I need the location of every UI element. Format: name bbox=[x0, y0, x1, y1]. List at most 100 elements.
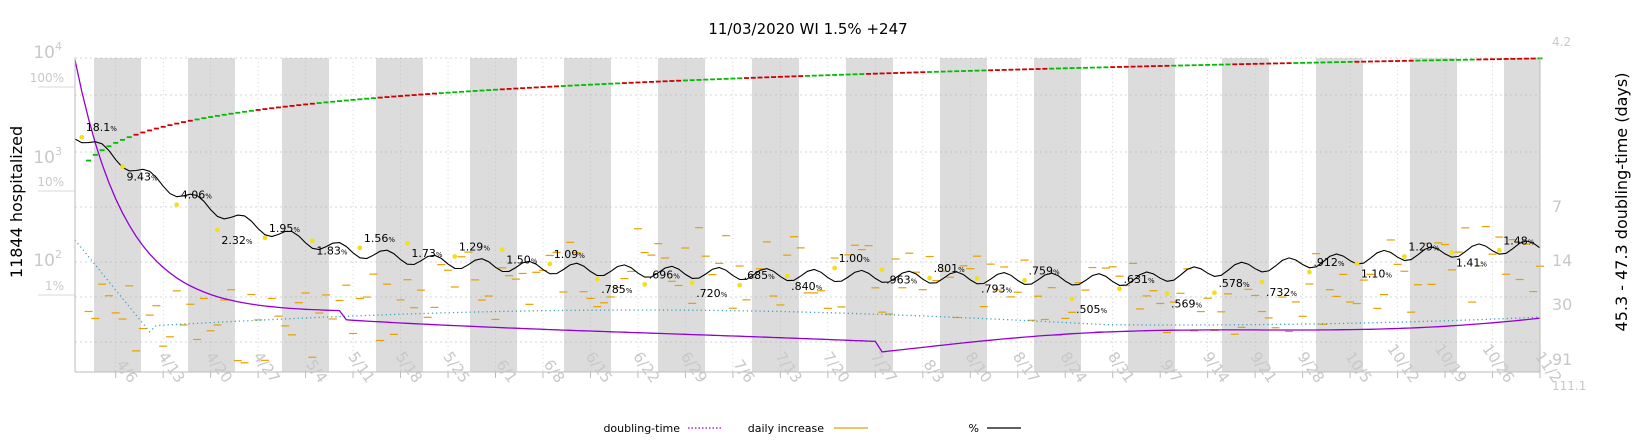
y-right-tick-label: 14 bbox=[1552, 251, 1572, 270]
legend-label-doubling-time: doubling-time bbox=[603, 422, 680, 435]
percent-annotation: .912% bbox=[1313, 256, 1345, 269]
y-right-tick-label: 30 bbox=[1552, 295, 1572, 314]
percent-annotation: .793% bbox=[981, 282, 1013, 295]
percent-annotation: .720% bbox=[696, 287, 728, 300]
percent-annotation: 1.83% bbox=[316, 245, 348, 258]
percent-marker bbox=[262, 235, 268, 241]
percent-marker bbox=[784, 273, 790, 279]
legend-label-percent: % bbox=[969, 422, 979, 435]
y-left-pct-label: 1% bbox=[45, 279, 64, 293]
y-left-pct-label: 100% bbox=[30, 71, 64, 85]
percent-annotation: .732% bbox=[1266, 286, 1298, 299]
trend-dotted-line bbox=[74, 239, 1541, 333]
percent-marker bbox=[1212, 290, 1217, 296]
percent-annotation: 1.10% bbox=[1361, 268, 1393, 281]
annotation-layer: 18.1% 9.43% 4.06% 2.32% 1.95% 1.83% 1.56% 1.73%… bbox=[79, 121, 1535, 316]
percent-marker bbox=[1069, 296, 1075, 302]
percent-annotation: 1.29% bbox=[1408, 240, 1440, 253]
percent-annotation: 1.48% bbox=[1503, 234, 1535, 247]
percent-marker bbox=[120, 164, 125, 170]
percent-marker bbox=[1401, 254, 1407, 259]
week-band bbox=[470, 58, 517, 372]
percent-marker bbox=[1164, 291, 1170, 296]
percent-annotation: .963% bbox=[886, 274, 918, 287]
percent-marker bbox=[1306, 269, 1312, 275]
percent-marker bbox=[499, 247, 505, 253]
week-band bbox=[1410, 58, 1457, 372]
chart-title: 11/03/2020 WI 1.5% +247 bbox=[708, 20, 907, 38]
percent-annotation: .696% bbox=[649, 268, 681, 281]
percent-annotation: .801% bbox=[934, 262, 966, 275]
percent-marker bbox=[832, 265, 838, 271]
week-band bbox=[188, 58, 235, 372]
percent-marker bbox=[594, 276, 600, 282]
y-right-tick-label: 7 bbox=[1552, 197, 1562, 216]
week-band bbox=[940, 58, 987, 372]
percent-annotation: 1.09% bbox=[554, 248, 586, 261]
percent-marker bbox=[79, 134, 85, 140]
y-right-tick-label: 111.1 bbox=[1552, 379, 1586, 393]
percent-marker bbox=[357, 245, 363, 251]
percent-marker bbox=[1117, 286, 1122, 292]
x-tick-label: 5/25 bbox=[439, 348, 473, 386]
percent-annotation: 18.1% bbox=[86, 121, 118, 134]
y-left-tick-label: 102 bbox=[33, 248, 62, 271]
y-right-tick-label: 4.2 bbox=[1552, 35, 1571, 49]
percent-marker bbox=[642, 281, 648, 287]
percent-line bbox=[74, 138, 1541, 286]
percent-marker bbox=[1496, 247, 1502, 253]
week-bands bbox=[94, 58, 1540, 372]
percent-marker bbox=[1259, 279, 1265, 285]
y-left-tick-label: 103 bbox=[33, 145, 62, 168]
percent-annotation: .685% bbox=[744, 269, 776, 282]
doubling-time-line bbox=[74, 59, 1541, 353]
week-band bbox=[1222, 58, 1269, 372]
percent-annotation: .785% bbox=[601, 283, 633, 296]
percent-annotation: 4.06% bbox=[181, 189, 213, 202]
y-left-tick-label: 104 bbox=[33, 40, 62, 63]
percent-annotation: 1.56% bbox=[364, 232, 396, 245]
legend-label-daily-increase: daily increase bbox=[748, 422, 824, 435]
percent-annotation: .631% bbox=[1123, 273, 1155, 286]
week-band bbox=[1316, 58, 1363, 372]
percent-annotation: 1.29% bbox=[459, 240, 491, 253]
x-tick-label: 5/11 bbox=[344, 348, 378, 386]
percent-marker bbox=[974, 276, 980, 281]
percent-marker bbox=[1022, 278, 1027, 283]
week-band bbox=[1504, 58, 1540, 372]
percent-marker bbox=[547, 261, 553, 267]
percent-annotation: 1.00% bbox=[839, 252, 871, 265]
percent-marker bbox=[927, 275, 932, 281]
week-band bbox=[564, 58, 611, 372]
percent-marker bbox=[879, 267, 885, 273]
percent-annotation: .759% bbox=[1029, 264, 1061, 277]
y-right-tick-label: 91 bbox=[1552, 350, 1572, 369]
week-band bbox=[94, 58, 141, 372]
week-band bbox=[376, 58, 423, 372]
week-band bbox=[1034, 58, 1081, 372]
percent-annotation: 1.41% bbox=[1456, 256, 1488, 269]
percent-marker bbox=[1449, 250, 1455, 255]
x-tick-label: 4/27 bbox=[250, 348, 284, 386]
percent-marker bbox=[215, 227, 220, 233]
percent-annotation: .840% bbox=[791, 280, 823, 293]
percent-marker bbox=[309, 238, 315, 244]
percent-annotation: 9.43% bbox=[126, 171, 158, 184]
week-band bbox=[1128, 58, 1175, 372]
y-axis-right-label: 45.3 - 47.3 doubling-time (days) bbox=[1612, 73, 1631, 332]
legend: doubling-time daily increase % bbox=[603, 422, 1021, 435]
week-band bbox=[752, 58, 799, 372]
week-band bbox=[658, 58, 705, 372]
percent-annotation: .569% bbox=[1171, 297, 1203, 310]
percent-annotation: 1.73% bbox=[411, 247, 443, 260]
percent-annotation: .578% bbox=[1218, 277, 1250, 290]
percent-annotation: 2.32% bbox=[221, 234, 253, 247]
percent-annotation: 1.95% bbox=[269, 222, 301, 235]
week-band bbox=[846, 58, 893, 372]
percent-annotation: 1.50% bbox=[506, 254, 537, 267]
percent-marker bbox=[404, 240, 410, 246]
y-left-pct-label: 10% bbox=[37, 175, 64, 189]
y-axis-left-label: 11844 hospitalized bbox=[7, 126, 26, 278]
